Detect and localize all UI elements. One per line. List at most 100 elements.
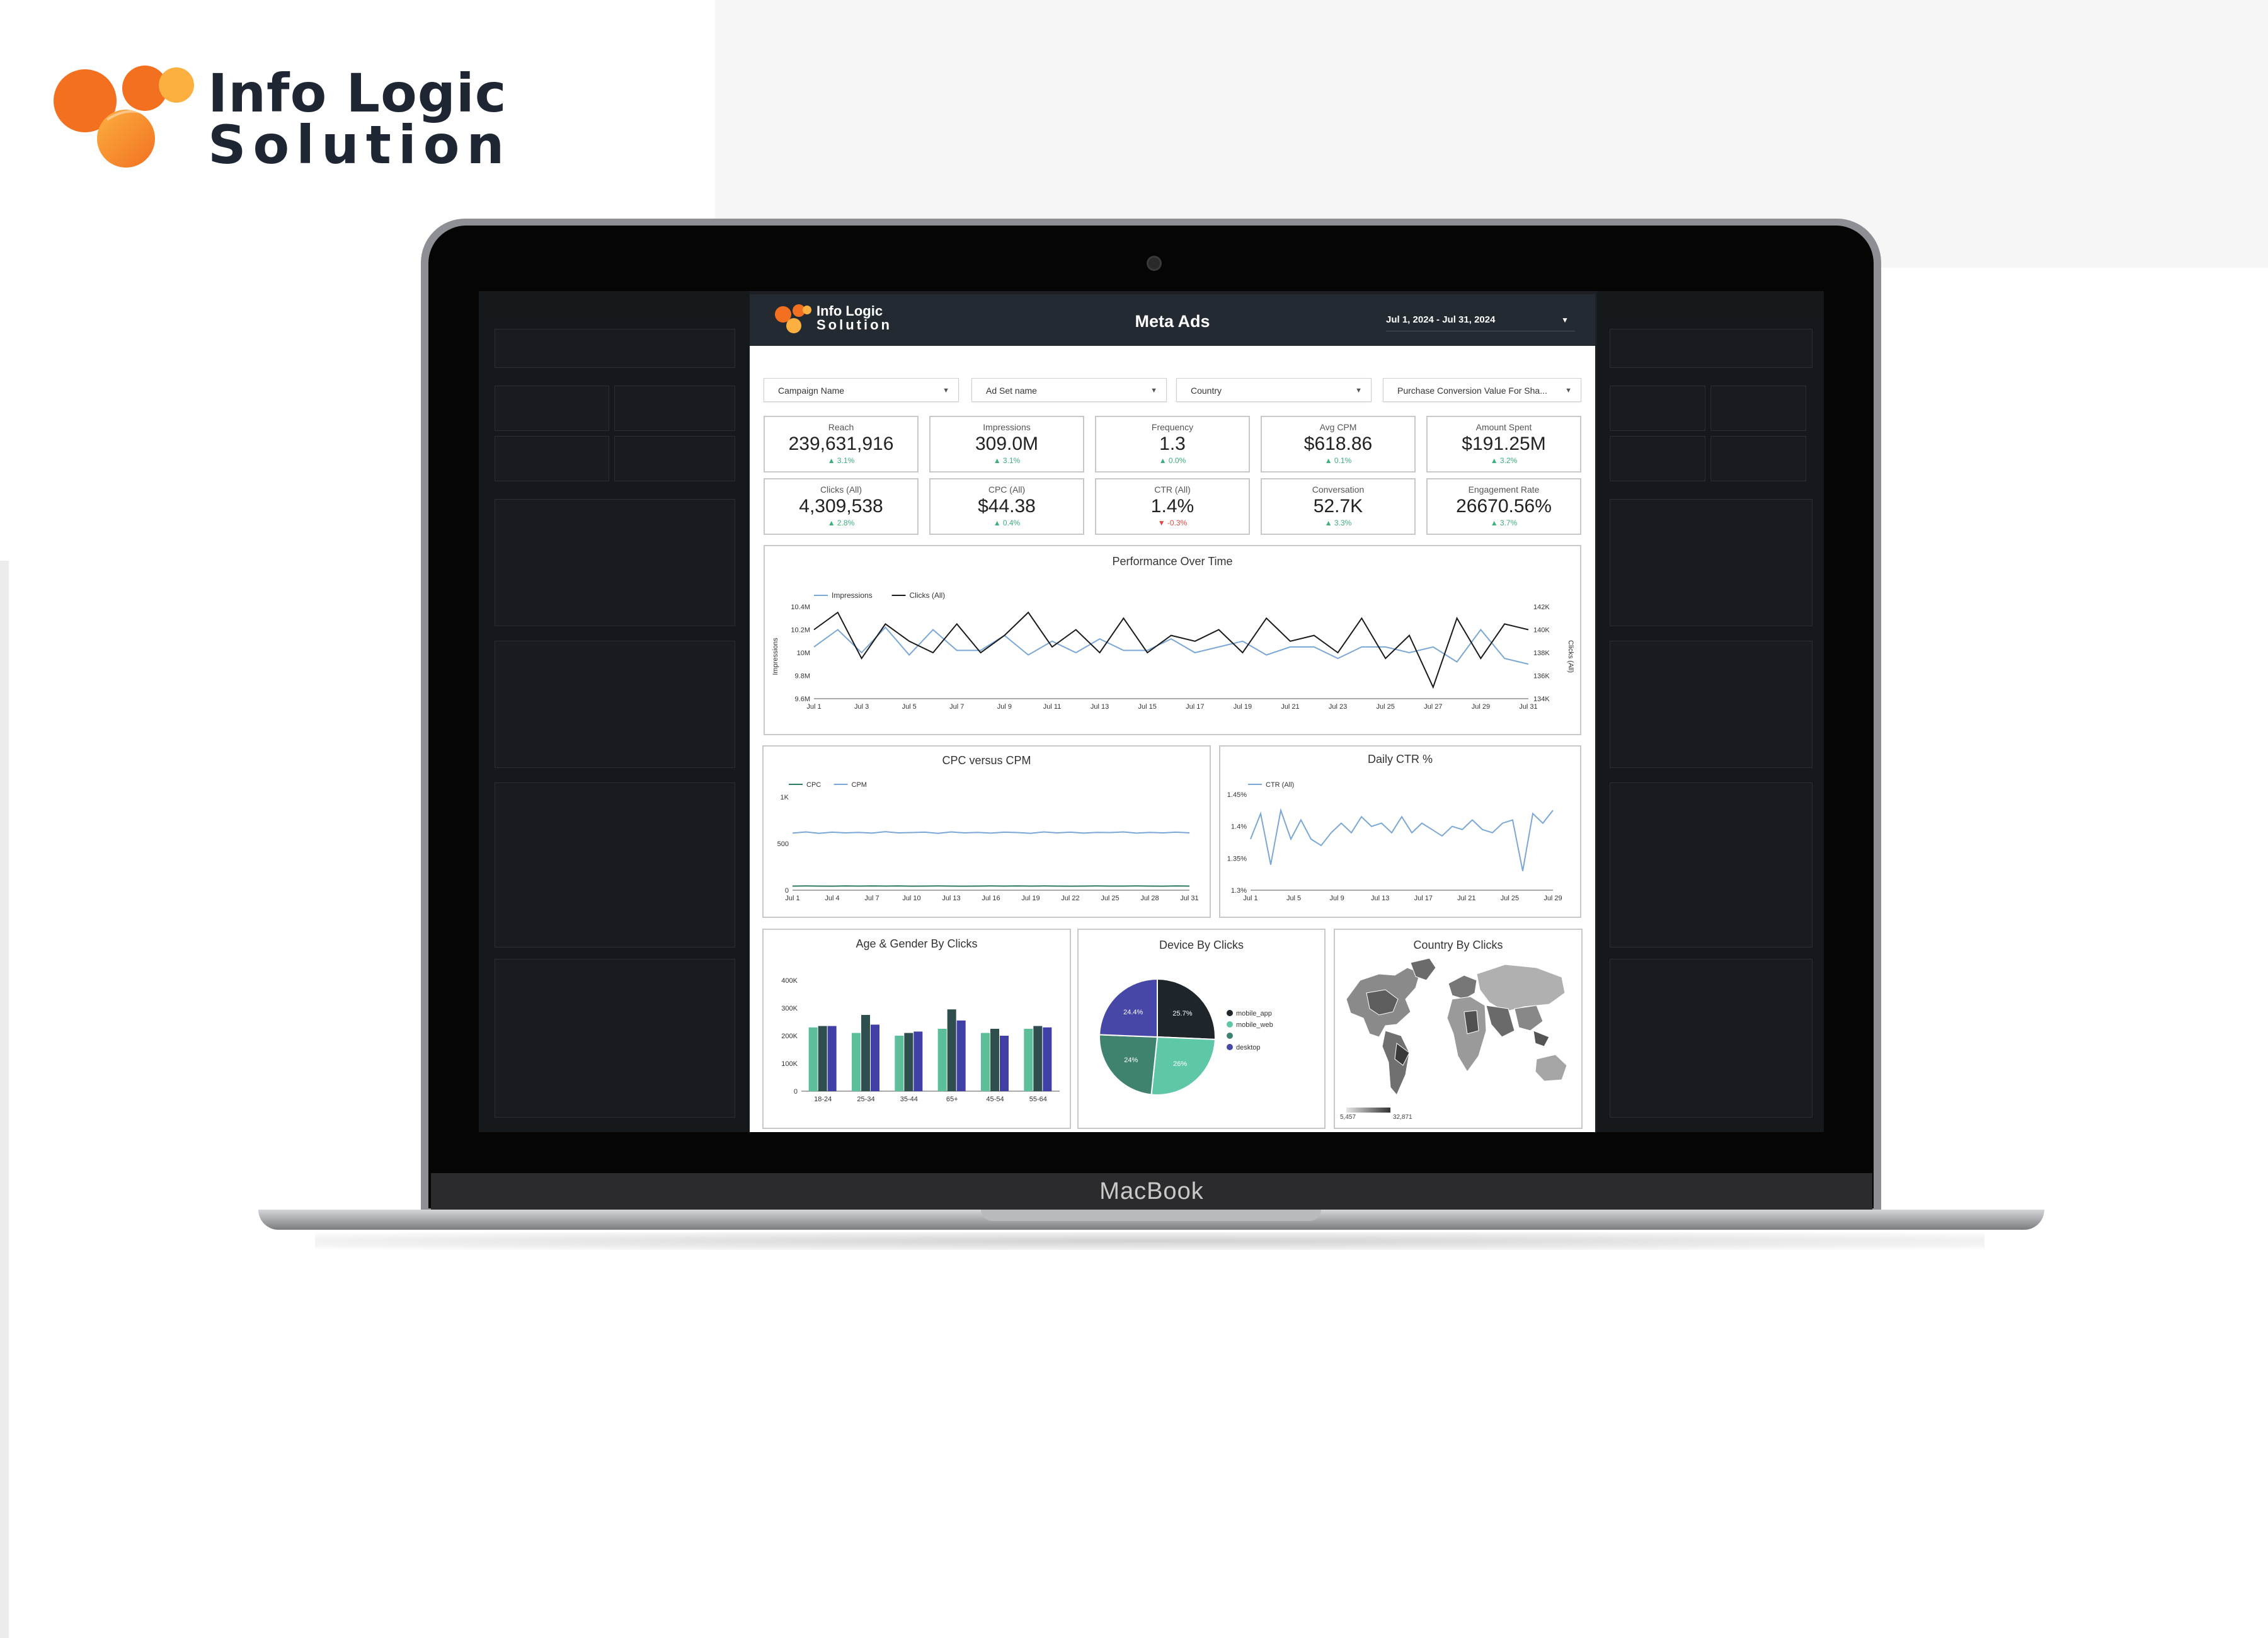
- kpi-value: 239,631,916: [788, 433, 894, 454]
- filter-ad-set-name[interactable]: Ad Set name ▼: [971, 378, 1167, 402]
- x-tick-label: Jul 25: [1101, 895, 1119, 902]
- laptop-hinge: [981, 1210, 1321, 1221]
- brand-logo: Info Logic Solution: [50, 63, 517, 171]
- series-line-cpm: [792, 831, 1190, 834]
- kpi-change: ▲ 0.1%: [1324, 456, 1352, 465]
- kpi-engagement-rate: Engagement Rate 26670.56% ▲ 3.7%: [1426, 478, 1581, 535]
- kpi-value: 26670.56%: [1456, 496, 1552, 517]
- chart-title: Age & Gender By Clicks: [856, 937, 978, 950]
- date-range-picker[interactable]: Jul 1, 2024 - Jul 31, 2024 ▼: [1386, 309, 1575, 331]
- y2-tick-label: 134K: [1533, 696, 1550, 703]
- y-tick-label: 1.35%: [1227, 855, 1247, 862]
- x-tick-label: Jul 27: [1424, 703, 1442, 711]
- bar: [956, 1020, 966, 1091]
- filter-purchase-conversion-value[interactable]: Purchase Conversion Value For Sha... ▼: [1383, 378, 1581, 402]
- world-map-shapes: [1346, 958, 1567, 1096]
- kpi-label: CPC (All): [988, 484, 1026, 495]
- bar: [937, 1029, 947, 1091]
- x-tick-label: Jul 21: [1281, 703, 1299, 711]
- legend-label: CPM: [852, 781, 867, 789]
- bar: [1033, 1026, 1043, 1091]
- dashboard-logo-line2: Solution: [816, 317, 892, 333]
- kpi-label: Clicks (All): [820, 484, 862, 495]
- x-tick-label: Jul 25: [1377, 703, 1395, 711]
- x-tick-label: Jul 13: [1371, 895, 1389, 902]
- map-legend-max: 32,871: [1393, 1114, 1412, 1121]
- kpi-label: Engagement Rate: [1468, 484, 1540, 495]
- x-tick-label: 18-24: [814, 1096, 832, 1103]
- legend-label: CPC: [806, 781, 821, 789]
- kpi-value: $44.38: [978, 496, 1036, 517]
- pie-slice-label: 24.4%: [1123, 1009, 1143, 1016]
- kpi-label: Impressions: [983, 422, 1031, 432]
- legend-label: CTR (All): [1266, 781, 1294, 789]
- dashboard: Info Logic Solution Meta Ads Jul 1, 2024…: [750, 294, 1595, 1132]
- filter-country[interactable]: Country ▼: [1176, 378, 1372, 402]
- legend-label: Impressions: [832, 591, 873, 600]
- chevron-down-icon: ▼: [1561, 316, 1569, 324]
- kpi-value: 309.0M: [975, 433, 1039, 454]
- device-by-clicks-card: Device By Clicks 25.7% 26% 24% 24.4% mobile_…: [1077, 929, 1326, 1129]
- chevron-down-icon: ▼: [942, 387, 949, 394]
- y-tick-label: 9.8M: [795, 673, 810, 680]
- x-tick-label: Jul 17: [1414, 895, 1433, 902]
- x-tick-label: Jul 28: [1140, 895, 1159, 902]
- kpi-change: ▲ 3.1%: [827, 456, 855, 465]
- kpi-change: ▼ -0.3%: [1157, 518, 1188, 527]
- bar: [1000, 1036, 1009, 1091]
- x-tick-label: Jul 23: [1329, 703, 1347, 711]
- dashboard-logo-line1: Info Logic: [816, 303, 883, 319]
- kpi-reach: Reach 239,631,916 ▲ 3.1%: [764, 416, 919, 472]
- y-tick-label: 1.45%: [1227, 791, 1247, 799]
- y2-tick-label: 140K: [1533, 627, 1550, 634]
- pie-slice-label: 25.7%: [1172, 1010, 1192, 1017]
- bar: [808, 1027, 818, 1091]
- kpi-change: ▲ 3.3%: [1324, 518, 1352, 527]
- filter-label: Country: [1191, 386, 1222, 396]
- legend-label: Clicks (All): [910, 591, 946, 600]
- legend-label: mobile_web: [1236, 1021, 1273, 1029]
- x-tick-label: Jul 19: [1234, 703, 1252, 711]
- map-legend-bar: [1346, 1108, 1390, 1113]
- kpi-change: ▲ 0.0%: [1159, 456, 1186, 465]
- pie-slice-label: 26%: [1173, 1060, 1187, 1068]
- kpi-value: 1.4%: [1150, 496, 1194, 517]
- kpi-change: ▲ 3.2%: [1490, 456, 1518, 465]
- x-tick-label: Jul 7: [949, 703, 964, 711]
- bar: [990, 1029, 999, 1091]
- y-tick-label: 400K: [781, 977, 798, 985]
- age-gender-chart: 0 100K 200K 300K 400K 18-24 25-34 35-44 65+ 45-54…: [781, 977, 1060, 1103]
- x-tick-label: Jul 1: [806, 703, 821, 711]
- kpi-change: ▲ 3.7%: [1490, 518, 1518, 527]
- country-by-clicks-card: Country By Clicks 5,457 32,871: [1334, 929, 1583, 1129]
- pie-slice-label: 24%: [1124, 1057, 1138, 1064]
- filter-campaign-name[interactable]: Campaign Name ▼: [764, 378, 959, 402]
- x-tick-label: Jul 7: [864, 895, 879, 902]
- x-tick-label: Jul 15: [1138, 703, 1157, 711]
- date-range-value: Jul 1, 2024 - Jul 31, 2024: [1386, 314, 1496, 325]
- bar: [981, 1033, 990, 1091]
- dashboard-logo-icon: [775, 304, 811, 333]
- series-line-clicks-all-: [813, 611, 1529, 689]
- device-pie-chart: 25.7% 26% 24% 24.4% mobile_app mobile_webdesk…: [1099, 978, 1273, 1096]
- kpi-value: $191.25M: [1462, 433, 1546, 454]
- y-tick-label: 200K: [781, 1033, 798, 1040]
- kpi-avg-cpm: Avg CPM $618.86 ▲ 0.1%: [1261, 416, 1416, 472]
- series-line-impressions: [813, 626, 1529, 665]
- chevron-down-icon: ▼: [1565, 387, 1572, 394]
- y2-tick-label: 136K: [1533, 673, 1550, 680]
- y-tick-label: 9.6M: [795, 696, 810, 703]
- bar: [818, 1026, 827, 1091]
- x-tick-label: Jul 1: [1243, 895, 1257, 902]
- ghost-dashboard-right: [1597, 291, 1824, 1132]
- legend-swatch: [1227, 1044, 1233, 1050]
- legend-swatch: [1227, 1010, 1233, 1016]
- x-tick-label: 35-44: [900, 1096, 918, 1103]
- y-tick-label: 1.3%: [1231, 887, 1247, 895]
- y-axis-label: Impressions: [772, 638, 779, 675]
- chart-title: Device By Clicks: [1159, 939, 1244, 951]
- kpi-label: Conversation: [1312, 484, 1365, 495]
- x-tick-label: 55-64: [1029, 1096, 1047, 1103]
- bar: [904, 1033, 914, 1091]
- kpi-value: 1.3: [1159, 433, 1186, 454]
